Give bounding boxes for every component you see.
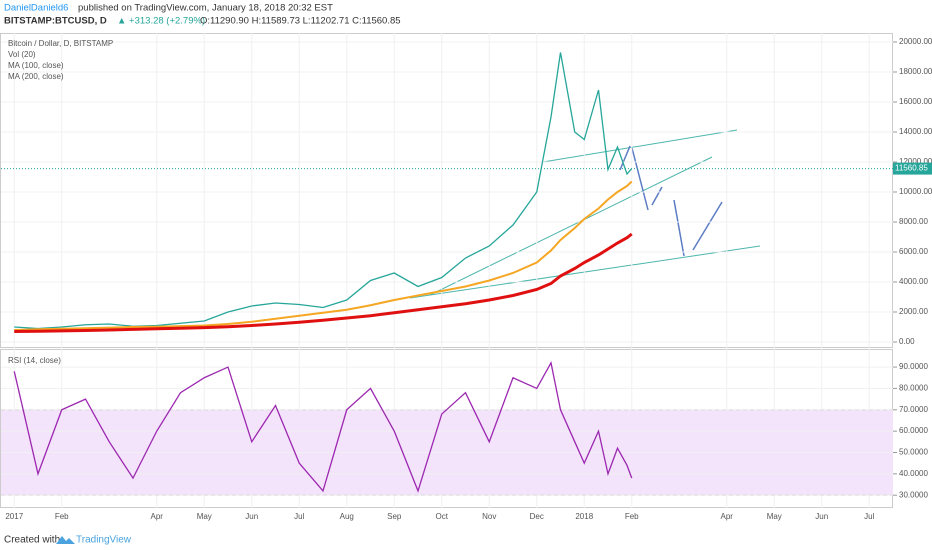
y-tick-label: 18000.00 bbox=[899, 67, 932, 76]
trend-line bbox=[429, 156, 713, 296]
x-tick-label: May bbox=[197, 512, 212, 521]
y-tick-label: 2000.00 bbox=[899, 307, 928, 316]
logo bbox=[56, 536, 75, 544]
y-tick-label: 10000.00 bbox=[899, 187, 932, 196]
last-price-box bbox=[893, 162, 932, 175]
arrow bbox=[631, 147, 649, 211]
arrow bbox=[651, 186, 663, 206]
x-tick-label: Apr bbox=[721, 512, 734, 521]
series-line bbox=[13, 360, 633, 493]
last-price-label: 11560.85 bbox=[895, 164, 928, 173]
y-tick-label: 30.0000 bbox=[899, 490, 928, 499]
x-tick-label: Jul bbox=[864, 512, 874, 521]
published: published on TradingView.com, January 18… bbox=[78, 3, 333, 14]
y-tick-label: 90.0000 bbox=[899, 362, 928, 371]
y-tick-label: 40.0000 bbox=[899, 469, 928, 478]
y-tick-label: 16000.00 bbox=[899, 97, 932, 106]
y-tick-label: 8000.00 bbox=[899, 217, 928, 226]
legend-entry: Vol (20) bbox=[8, 50, 36, 59]
y-tick-label: 50.0000 bbox=[899, 448, 928, 457]
y-tick-label: 6000.00 bbox=[899, 247, 928, 256]
y-tick-label: 70.0000 bbox=[899, 405, 928, 414]
footer-brand[interactable]: TradingView bbox=[76, 535, 132, 546]
x-tick-label: May bbox=[767, 512, 782, 521]
arrows bbox=[619, 145, 723, 257]
x-tick-label: Apr bbox=[151, 512, 164, 521]
legend-entry: MA (100, close) bbox=[8, 61, 64, 70]
y-tick-label: 60.0000 bbox=[899, 426, 928, 435]
x-tick-label: Dec bbox=[530, 512, 544, 521]
x-tick-label: Aug bbox=[340, 512, 354, 521]
price-pane bbox=[0, 33, 893, 348]
trend-line bbox=[542, 129, 738, 163]
x-tick-label: 2017 bbox=[5, 512, 23, 521]
x-tick-label: Jun bbox=[815, 512, 828, 521]
y-tick-label: 12000.00 bbox=[899, 157, 932, 166]
legend-entry: MA (200, close) bbox=[8, 72, 64, 81]
x-tick-label: Sep bbox=[387, 512, 402, 521]
arrow bbox=[673, 199, 685, 257]
y-tick-label: 14000.00 bbox=[899, 127, 932, 136]
arrow bbox=[619, 145, 631, 171]
change: ▲ +313.28 (+2.79%) bbox=[117, 16, 205, 27]
arrow bbox=[692, 201, 723, 251]
y-tick-label: 20000.00 bbox=[899, 37, 932, 46]
footer-created: Created with bbox=[4, 535, 60, 546]
x-tick-label: 2018 bbox=[575, 512, 593, 521]
series-line bbox=[14, 232, 633, 333]
ohlc: O:11290.90 H:11589.73 L:11202.71 C:11560… bbox=[200, 16, 401, 27]
x-tick-label: Jul bbox=[294, 512, 304, 521]
x-tick-label: Nov bbox=[482, 512, 496, 521]
trend-line bbox=[409, 245, 761, 299]
y-tick-label: 80.0000 bbox=[899, 384, 928, 393]
drawings bbox=[409, 129, 761, 299]
author[interactable]: DanielDanield6 bbox=[4, 3, 68, 14]
x-tick-label: Feb bbox=[55, 512, 69, 521]
y-tick-label: 4000.00 bbox=[899, 277, 928, 286]
x-tick-label: Jun bbox=[245, 512, 258, 521]
legend-entry: Bitcoin / Dollar, D, BITSTAMP bbox=[8, 39, 113, 48]
series-line bbox=[14, 180, 633, 331]
x-tick-label: Feb bbox=[625, 512, 639, 521]
x-tick-label: Oct bbox=[436, 512, 449, 521]
legend-entry: RSI (14, close) bbox=[8, 356, 61, 365]
y-tick-label: 0.00 bbox=[899, 337, 915, 346]
symbol: BITSTAMP:BTCUSD, D bbox=[4, 16, 107, 27]
